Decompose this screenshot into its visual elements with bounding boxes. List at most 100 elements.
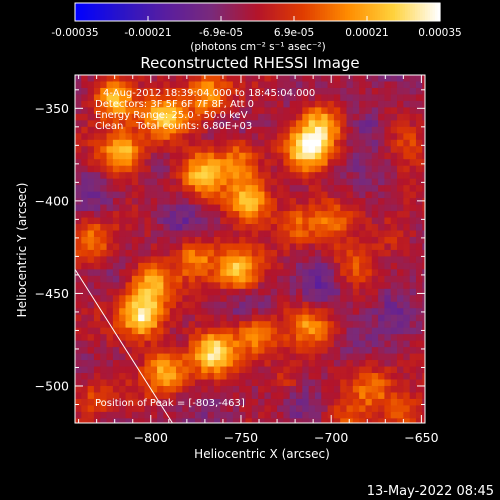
chart-title: Reconstructed RHESSI Image [140,54,359,72]
heatmap-cell [138,191,145,199]
heatmap-cell [415,224,423,231]
heatmap-cell [390,347,398,355]
heatmap-cell [144,94,152,102]
heatmap-cell [163,353,171,361]
heatmap-cell [371,185,379,193]
heatmap-cell [365,139,373,147]
heatmap-cell [119,75,127,82]
heatmap-cell [112,204,120,212]
heatmap-cell [125,100,133,108]
heatmap-cell [378,269,385,277]
heatmap-cell [75,159,82,167]
heatmap-cell [321,87,329,95]
heatmap-cell [201,217,209,225]
heatmap-cell [409,392,417,400]
heatmap-cell [384,172,392,180]
heatmap-cell [422,172,425,180]
heatmap-cell [93,224,101,231]
heatmap-cell [119,139,127,147]
colorbar-segment [322,3,326,21]
heatmap-cell [176,185,183,193]
colorbar-segment [75,3,79,21]
heatmap-cell [302,366,310,374]
heatmap-cell [403,385,411,393]
heatmap-cell [112,392,120,400]
heatmap-cell [289,204,297,212]
heatmap-cell [245,152,253,160]
heatmap-cell [258,146,265,154]
heatmap-cell [106,295,114,303]
heatmap-cell [340,392,348,400]
heatmap-cell [182,165,190,173]
colorbar-tick-label: 0.00021 [345,27,388,39]
heatmap-cell [277,81,284,89]
heatmap-cell [125,288,133,296]
heatmap-cell [289,353,297,361]
heatmap-cell [289,334,297,342]
heatmap-cell [138,107,145,115]
heatmap-cell [422,392,425,400]
heatmap-cell [352,347,360,355]
heatmap-cell [346,211,354,219]
heatmap-cell [390,185,398,193]
heatmap-cell [397,256,404,264]
colorbar-segment [102,3,106,21]
heatmap-cell [289,398,297,406]
heatmap-cell [182,360,190,368]
heatmap-cell [163,314,171,322]
heatmap-cell [201,113,209,121]
heatmap-cell [289,94,297,102]
heatmap-cell [397,236,404,244]
heatmap-cell [346,314,354,322]
heatmap-cell [264,230,272,238]
colorbar-tick-label: -6.9e-05 [199,27,243,39]
heatmap-cell [321,165,329,173]
heatmap-cell [308,269,316,277]
heatmap-cell [277,191,284,199]
heatmap-cell [144,139,152,147]
heatmap-cell [352,392,360,400]
heatmap-cell [157,392,164,400]
colorbar-segment [420,3,424,21]
heatmap-cell [397,321,404,329]
heatmap-cell [157,81,164,89]
heatmap-cell [359,120,366,128]
heatmap-cell [415,204,423,212]
heatmap-cell [409,256,417,264]
heatmap-cell [157,379,164,387]
heatmap-cell [340,230,348,238]
heatmap-cell [365,360,373,368]
heatmap-cell [384,275,392,283]
heatmap-cell [194,256,202,264]
heatmap-cell [264,178,272,186]
heatmap-cell [403,204,411,212]
heatmap-cell [131,159,139,167]
heatmap-cell [270,133,278,141]
heatmap-cell [283,282,291,290]
heatmap-cell [245,411,253,419]
heatmap-cell [321,288,329,296]
heatmap-cell [226,100,234,108]
heatmap-cell [340,385,348,393]
heatmap-cell [270,204,278,212]
heatmap-cell [87,81,95,89]
heatmap-cell [371,243,379,251]
heatmap-cell [176,230,183,238]
heatmap-cell [258,392,265,400]
colorbar-segment [355,3,359,21]
heatmap-cell [365,373,373,380]
heatmap-cell [333,327,341,335]
heatmap-cell [106,385,114,393]
heatmap-cell [100,385,108,393]
heatmap-cell [150,191,158,199]
heatmap-cell [239,373,246,380]
heatmap-cell [201,133,209,141]
heatmap-cell [314,256,322,264]
heatmap-cell [201,301,209,309]
heatmap-cell [283,107,291,115]
heatmap-cell [327,87,335,95]
heatmap-cell [150,165,158,173]
heatmap-cell [296,236,303,244]
heatmap-cell [188,172,196,180]
heatmap-cell [251,340,259,348]
